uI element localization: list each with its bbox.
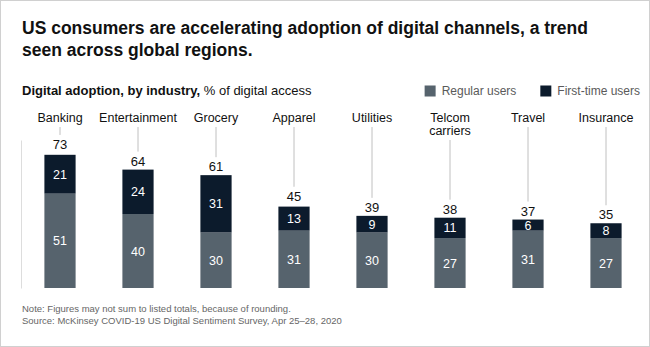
bar-segment xyxy=(590,223,621,238)
data-label: 31 xyxy=(287,253,301,267)
chart: US consumers are accelerating adoption o… xyxy=(0,0,650,347)
leader-line xyxy=(138,127,139,152)
x-tick: Travel xyxy=(511,111,545,125)
legend-label: First-time users xyxy=(557,84,640,98)
leader-line xyxy=(606,127,607,205)
data-label: 31 xyxy=(209,197,223,211)
x-tick: Insurance xyxy=(579,111,634,125)
total-label: 35 xyxy=(599,207,613,222)
bar-segment xyxy=(512,231,543,288)
bar-segment xyxy=(200,175,231,232)
leader-line xyxy=(372,127,373,198)
totals: 73 64 61 45 39 38 37 35 xyxy=(53,137,613,222)
x-tick-label: Banking xyxy=(37,111,82,125)
x-axis: Banking Entertainment Grocery Apparel Utilit… xyxy=(37,111,633,138)
bar-segment xyxy=(356,216,387,233)
leader-line xyxy=(60,127,61,135)
data-label: 13 xyxy=(287,212,301,226)
title: US consumers are accelerating adoption o… xyxy=(22,18,588,60)
x-tick-label: Apparel xyxy=(272,111,315,125)
data-label: 9 xyxy=(369,218,376,232)
data-label: 30 xyxy=(209,254,223,268)
total-label: 45 xyxy=(287,189,301,204)
bars xyxy=(44,155,621,288)
source: Source: McKinsey COVID-19 US Digital Sen… xyxy=(22,315,342,326)
leader-line xyxy=(450,140,451,200)
x-tick: Telcomcarriers xyxy=(429,111,471,138)
data-label: 24 xyxy=(131,185,145,199)
total-label: 37 xyxy=(521,204,535,219)
leader-line xyxy=(294,127,295,187)
x-tick: Grocery xyxy=(194,111,239,125)
total-label: 38 xyxy=(443,202,457,217)
legend-swatch xyxy=(540,86,551,97)
total-label: 73 xyxy=(53,137,67,152)
bar-segment xyxy=(278,231,309,288)
bar-segment xyxy=(44,155,75,194)
data-label: 40 xyxy=(131,245,145,259)
bar-segment xyxy=(122,214,153,288)
legend: Regular users First-time users xyxy=(425,84,640,98)
x-tick-label: Telcomcarriers xyxy=(429,111,471,138)
y-axis xyxy=(21,141,22,289)
x-tick-label: Travel xyxy=(511,111,545,125)
x-tick: Entertainment xyxy=(99,111,177,125)
data-label: 31 xyxy=(521,253,535,267)
x-tick-label: Utilities xyxy=(352,111,392,125)
x-tick: Utilities xyxy=(352,111,392,125)
frame xyxy=(1,1,650,347)
data-label: 27 xyxy=(443,257,457,271)
bar-segment xyxy=(278,207,309,231)
bar-segment xyxy=(356,233,387,289)
y-axis-line xyxy=(21,141,22,289)
x-tick-label: Grocery xyxy=(194,111,239,125)
total-label: 39 xyxy=(365,200,379,215)
bar-segment xyxy=(434,218,465,238)
data-label: 51 xyxy=(53,234,67,248)
total-label: 64 xyxy=(131,154,145,169)
bar-segment xyxy=(590,238,621,288)
legend-item: Regular users xyxy=(425,84,517,98)
legend-item: First-time users xyxy=(540,84,640,98)
data-label: 30 xyxy=(365,254,379,268)
legend-swatch xyxy=(425,86,436,97)
subtitle: Digital adoption, by industry, % of digi… xyxy=(22,83,312,98)
legend-label: Regular users xyxy=(442,84,517,98)
x-tick-label: Insurance xyxy=(579,111,634,125)
bar-segment xyxy=(434,238,465,288)
data-label: 27 xyxy=(599,257,613,271)
bar-segment xyxy=(44,194,75,288)
data-label: 6 xyxy=(525,219,532,233)
leader-line xyxy=(216,127,217,157)
x-tick: Apparel xyxy=(272,111,315,125)
total-label: 61 xyxy=(209,159,223,174)
leader-lines xyxy=(60,127,606,205)
data-labels: 51 40 30 31 30 27 31 27 21 24 31 13 9 11 6 8 xyxy=(53,168,613,271)
note: Note: Figures may not sum to listed tota… xyxy=(22,303,291,314)
data-label: 11 xyxy=(444,221,457,235)
data-label: 8 xyxy=(603,224,610,238)
x-tick-label: Entertainment xyxy=(99,111,177,125)
data-label: 21 xyxy=(53,168,67,182)
bar-segment xyxy=(200,233,231,289)
leader-line xyxy=(528,127,529,202)
x-tick: Banking xyxy=(37,111,82,125)
bar-segment xyxy=(122,170,153,214)
